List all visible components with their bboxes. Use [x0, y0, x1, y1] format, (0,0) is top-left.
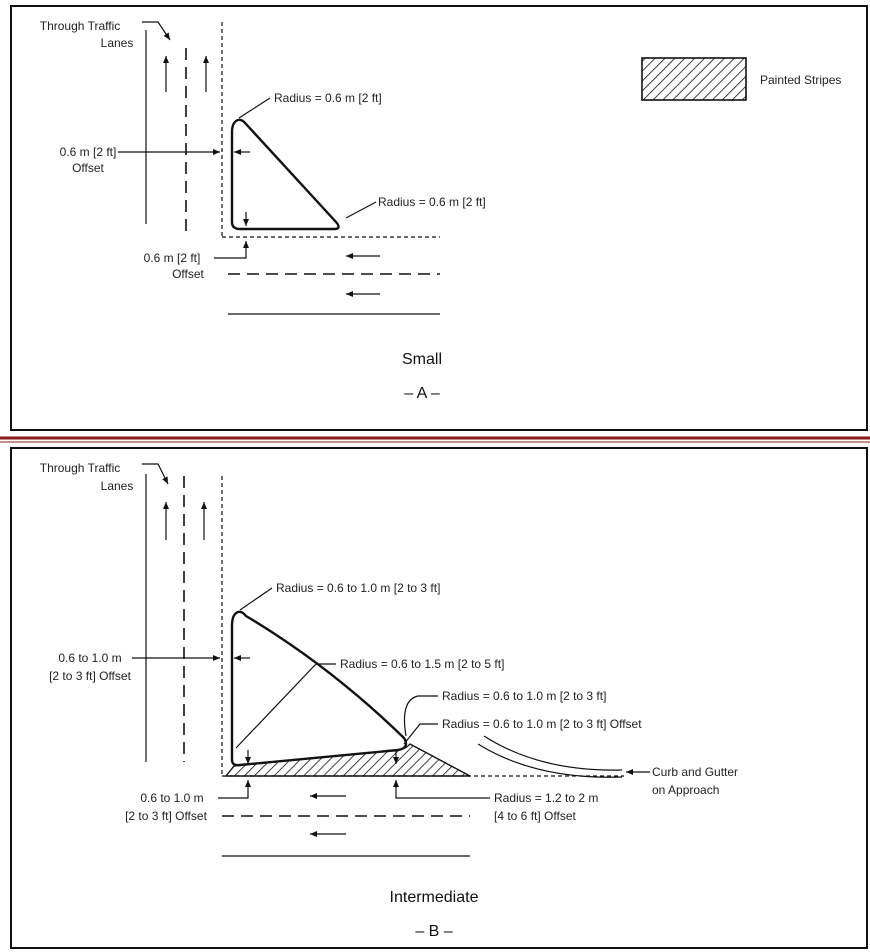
radius-leader	[403, 723, 438, 745]
radius-middle-label: Radius = 0.6 to 1.5 m [2 to 5 ft]	[340, 657, 504, 671]
offset-leader	[214, 241, 249, 259]
through-traffic-leader	[142, 21, 171, 41]
panel-b-letter: – B –	[415, 923, 452, 940]
radius-leader	[393, 780, 490, 799]
offset-left-label: 0.6 m [2 ft]	[60, 145, 117, 159]
through-traffic-label: Lanes	[101, 36, 134, 50]
offset-bottom-label: Offset	[172, 267, 204, 281]
panel-b-caption: Intermediate	[390, 889, 479, 906]
panel-a: Through Traffic Lanes Radius = 0.6 m [2 …	[10, 5, 868, 431]
curb-gutter-label: Curb and Gutter	[652, 765, 738, 779]
painted-stripes-swatch	[641, 57, 747, 101]
small-island	[230, 118, 340, 231]
radius-nose-label: Radius = 0.6 to 1.0 m [2 to 3 ft]	[442, 689, 606, 703]
radius-leader	[239, 587, 273, 611]
radius-bottom-label: Radius = 1.2 to 2 m	[494, 791, 598, 805]
offset-left-label: 0.6 to 1.0 m	[58, 651, 121, 665]
through-traffic-label: Through Traffic	[40, 461, 120, 475]
painted-stripes-label: Painted Stripes	[760, 73, 841, 87]
radius-leader	[238, 97, 271, 119]
offset-bottom-label: 0.6 to 1.0 m	[140, 791, 203, 805]
radius-top-label: Radius = 0.6 to 1.0 m [2 to 3 ft]	[276, 581, 440, 595]
radius-right-label: Radius = 0.6 m [2 ft]	[378, 195, 486, 209]
offset-leader	[218, 780, 251, 799]
offset-left-label: Offset	[72, 161, 104, 175]
radius-nose-offset-label: Radius = 0.6 to 1.0 m [2 to 3 ft] Offset	[442, 717, 642, 731]
through-traffic-label: Lanes	[101, 479, 134, 493]
radius-leader	[345, 201, 377, 219]
offset-left-label: [2 to 3 ft] Offset	[49, 669, 131, 683]
panel-a-caption: Small	[402, 351, 442, 368]
through-traffic-leader	[142, 463, 169, 485]
gutter-line	[477, 743, 623, 778]
radius-bottom-label: [4 to 6 ft] Offset	[494, 809, 576, 823]
radius-top-label: Radius = 0.6 m [2 ft]	[274, 91, 382, 105]
panel-b: Through Traffic Lanes Curb and Gutter on…	[10, 447, 868, 949]
curb-gutter-label: on Approach	[652, 783, 719, 797]
panel-a-letter: – A –	[404, 385, 440, 402]
offset-bottom-label: 0.6 m [2 ft]	[144, 251, 201, 265]
panel-b-frame	[10, 447, 868, 949]
offset-bottom-label: [2 to 3 ft] Offset	[125, 809, 207, 823]
through-traffic-label: Through Traffic	[40, 19, 120, 33]
curb-line	[483, 735, 623, 771]
radius-leader	[235, 663, 336, 749]
radius-leader	[403, 695, 438, 737]
